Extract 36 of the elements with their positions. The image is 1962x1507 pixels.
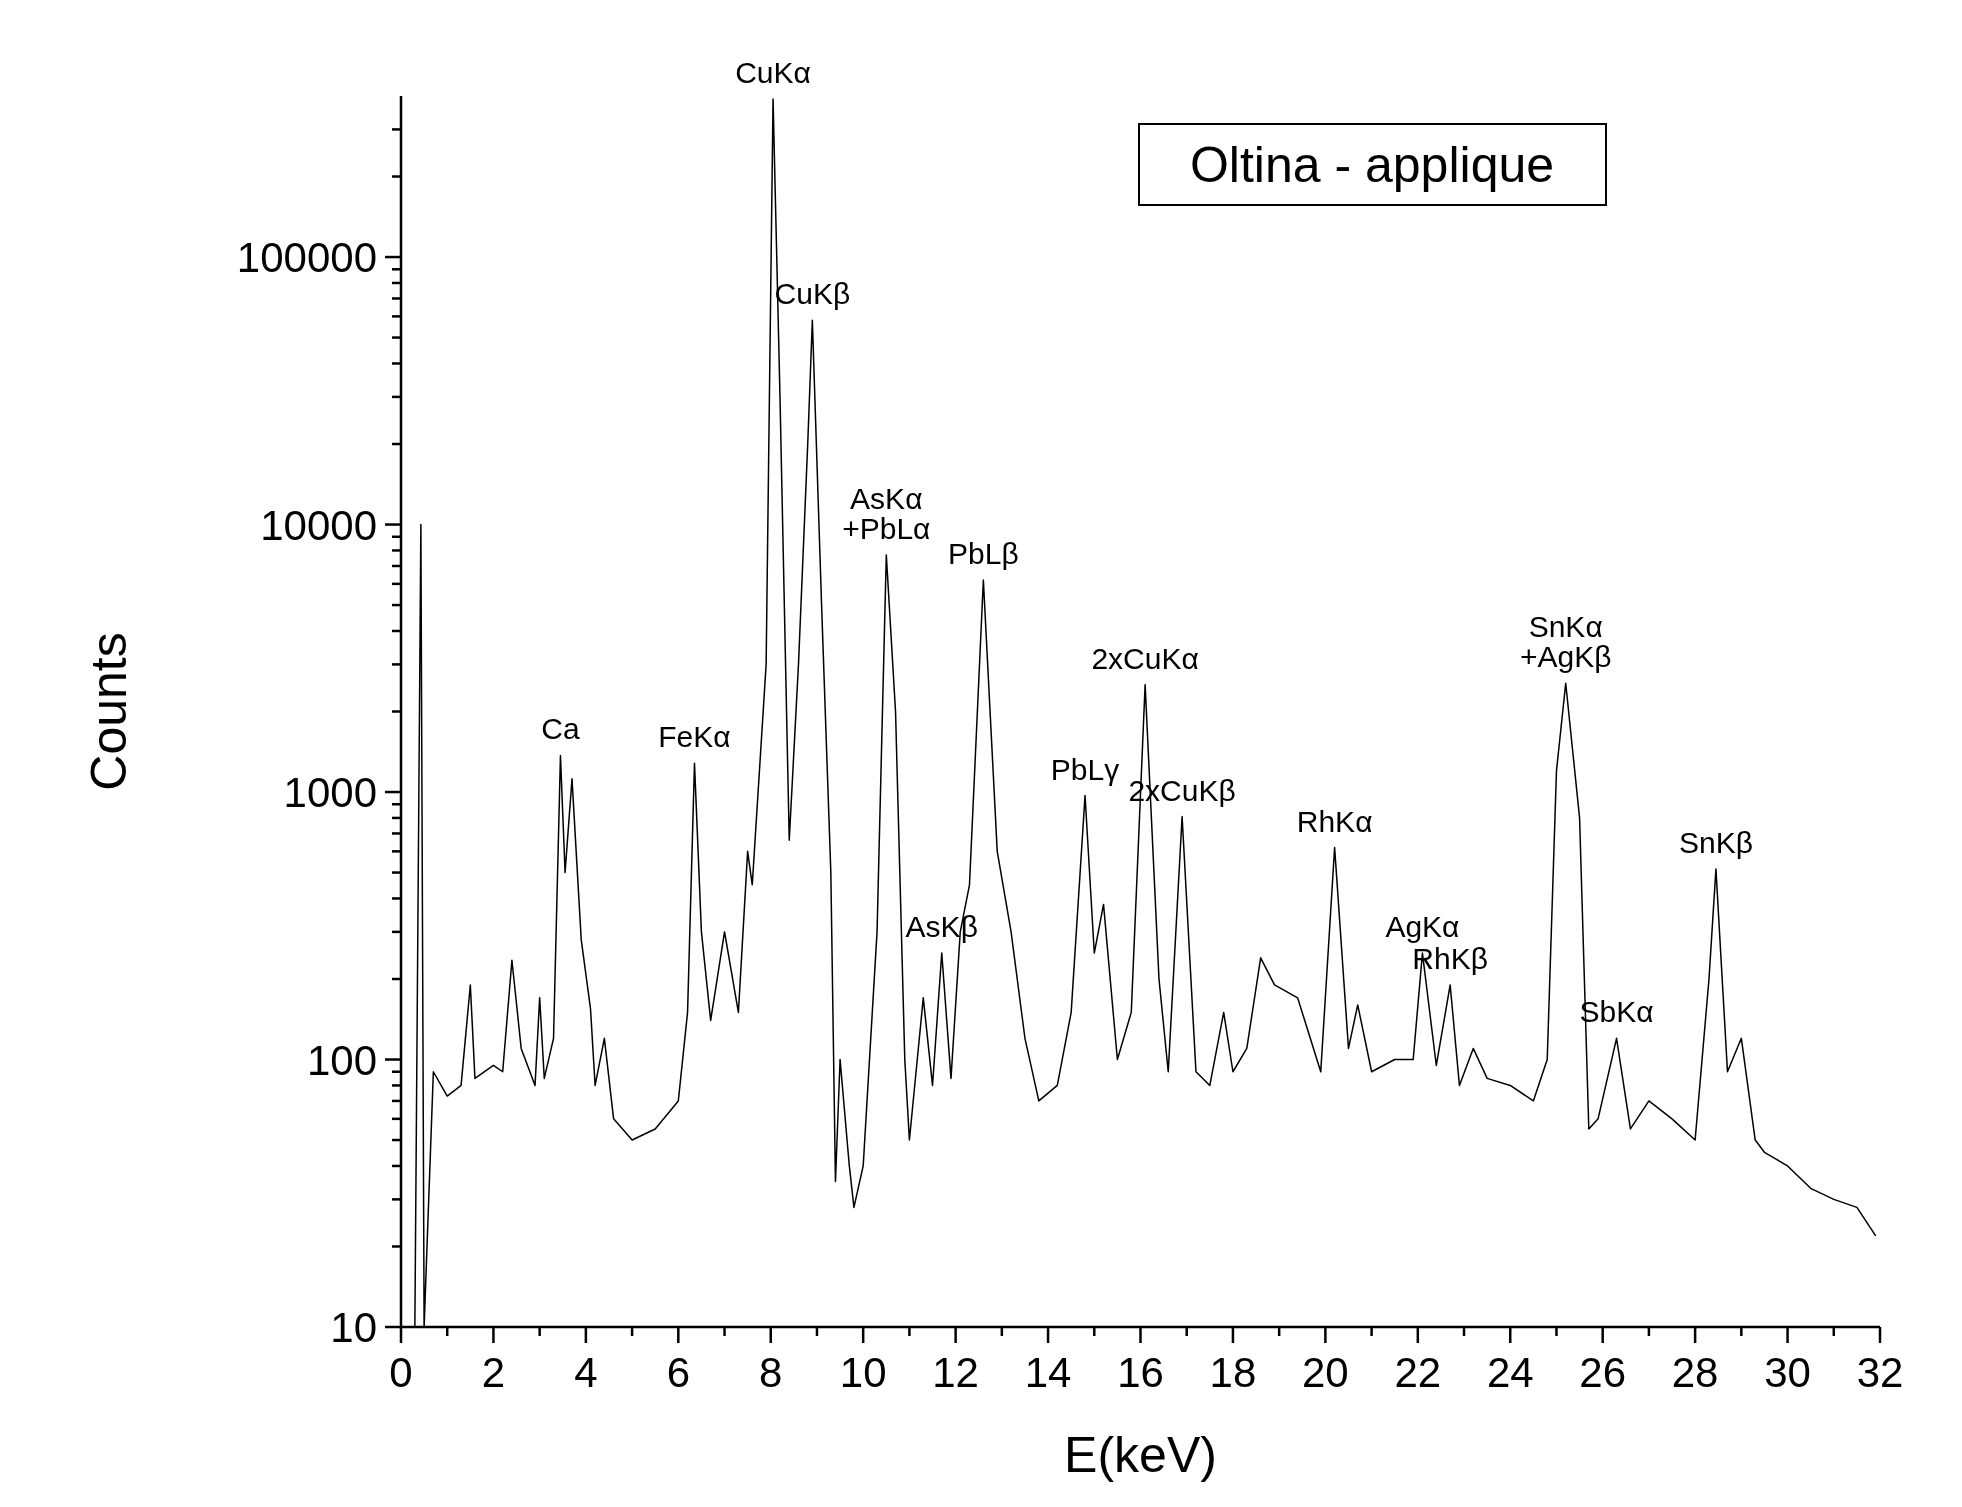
x-tick-label: 10 bbox=[839, 1349, 887, 1396]
annotation: SnKα +AgKβ bbox=[1519, 610, 1612, 674]
x-tick-label: 6 bbox=[666, 1349, 690, 1396]
y-tick-label: 10 bbox=[330, 1304, 377, 1351]
x-tick-label: 22 bbox=[1394, 1349, 1442, 1396]
annotation: PbLβ bbox=[948, 537, 1019, 571]
annotation: Ca bbox=[541, 712, 580, 746]
x-axis-title: E(keV) bbox=[1064, 1427, 1217, 1483]
annotation: CuKα bbox=[735, 55, 811, 89]
x-tick-label: 8 bbox=[759, 1349, 783, 1396]
annotation: RhKα bbox=[1296, 804, 1373, 838]
y-tick-label: 1000 bbox=[283, 769, 377, 817]
x-tick-label: 26 bbox=[1579, 1349, 1627, 1396]
y-tick-label: 100000 bbox=[236, 234, 377, 282]
annotation: AgKα bbox=[1385, 910, 1460, 944]
x-tick-label: 2 bbox=[481, 1349, 506, 1396]
annotation: 2xCuKα bbox=[1091, 641, 1199, 675]
x-tick-label: 4 bbox=[574, 1349, 598, 1396]
x-tick-label: 16 bbox=[1117, 1349, 1164, 1396]
x-tick-label: 32 bbox=[1856, 1349, 1904, 1396]
x-tick-label: 12 bbox=[932, 1349, 979, 1396]
x-tick-label: 0 bbox=[389, 1349, 413, 1396]
annotation: AsKα +PbLα bbox=[842, 481, 931, 545]
x-tick-label: 28 bbox=[1671, 1349, 1719, 1396]
x-tick-label: 20 bbox=[1302, 1349, 1349, 1396]
y-tick-label: 10000 bbox=[260, 501, 377, 549]
annotation: PbLγ bbox=[1050, 752, 1120, 786]
y-axis-title: Counts bbox=[81, 632, 137, 791]
annotation: SnKβ bbox=[1678, 826, 1753, 860]
x-tick-label: 24 bbox=[1486, 1349, 1534, 1396]
y-tick-label: 100 bbox=[306, 1036, 377, 1084]
annotation: FeKα bbox=[658, 720, 731, 754]
x-tick-label: 30 bbox=[1764, 1349, 1811, 1396]
x-tick-label: 14 bbox=[1024, 1349, 1072, 1396]
x-tick-label: 18 bbox=[1209, 1349, 1257, 1396]
text: Oltina - applique bbox=[1189, 137, 1555, 193]
